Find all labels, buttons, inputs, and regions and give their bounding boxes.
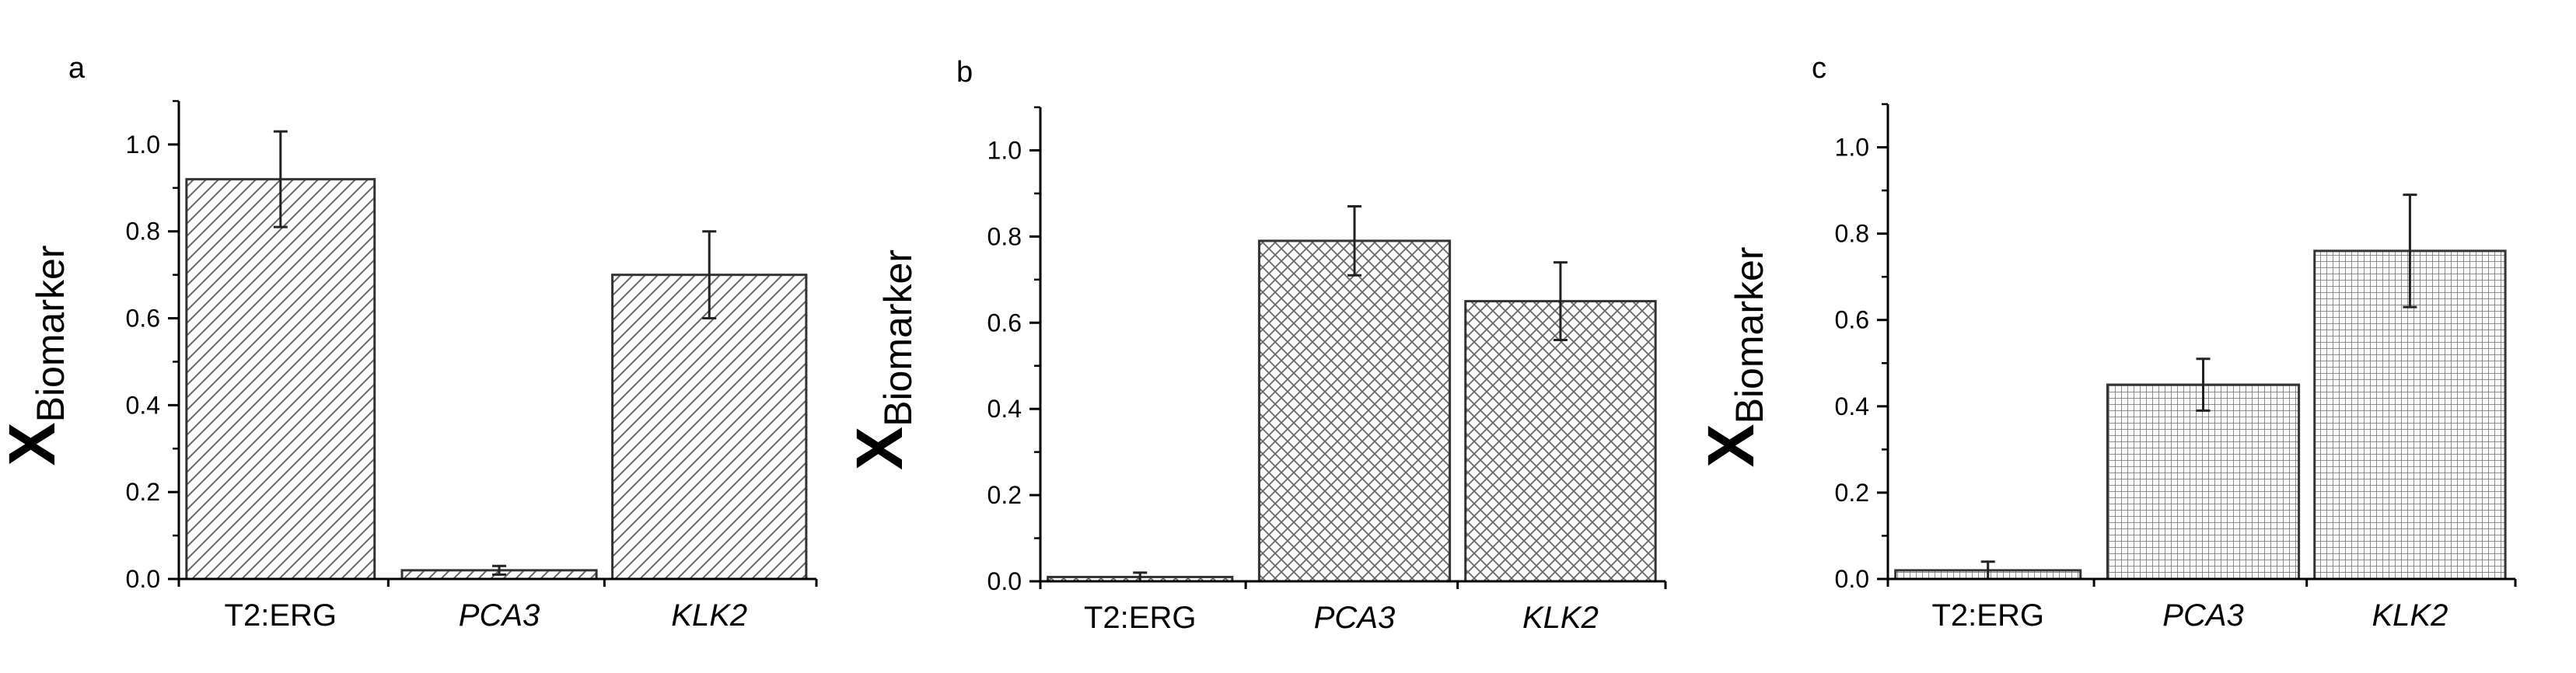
y-tick-label: 0.0 — [126, 565, 160, 593]
x-tick-label: KLK2 — [1522, 601, 1599, 635]
y-tick-label: 0.6 — [987, 309, 1022, 336]
y-tick-label: 0.4 — [126, 391, 160, 419]
bar-t2-erg — [185, 178, 376, 581]
panel-c: c T2:ERG PCA3 KLK2 0.0 0.2 0.4 0.6 0.8 1.0 XBiomar… — [1694, 52, 2517, 633]
y-tick-label: 0.2 — [987, 481, 1022, 509]
y-tick-label: 0.4 — [987, 395, 1022, 423]
bar-klk2 — [611, 274, 808, 581]
panel-letter: a — [68, 52, 86, 85]
y-tick-label: 0.0 — [1835, 565, 1869, 593]
bar-klk2 — [1464, 300, 1657, 583]
panel-letter: c — [1812, 52, 1826, 85]
panel-letter: b — [956, 56, 973, 89]
y-axis-label-main: X — [0, 422, 68, 466]
x-tick-label: T2:ERG — [1084, 601, 1196, 635]
y-tick-label: 0.8 — [987, 222, 1022, 250]
y-tick-label: 0.2 — [1835, 479, 1869, 507]
x-tick-label: T2:ERG — [1931, 598, 2043, 633]
bar-pca3 — [1257, 239, 1452, 583]
y-tick-label: 1.0 — [987, 136, 1022, 164]
y-tick-label: 0.6 — [1835, 306, 1869, 334]
panel-a: a T2:ERG PCA3 KLK2 0.0 0.2 0.4 0.6 0.8 1.0 XBiomar… — [0, 52, 818, 633]
x-tick-label: PCA3 — [2162, 598, 2244, 633]
y-tick-label: 0.8 — [126, 218, 160, 246]
x-tick-label: PCA3 — [459, 598, 540, 633]
y-tick-label: 0.0 — [987, 567, 1022, 595]
panel-b: b T2:ERG PCA3 KLK2 0.0 0.2 0.4 0.6 0.8 1.0 XBiomar… — [843, 56, 1667, 635]
y-axis-label: XBiomarker — [0, 246, 72, 466]
y-axis-label-main: X — [843, 427, 916, 470]
y-tick-label: 1.0 — [1835, 134, 1869, 162]
y-axis-label-subscript: Biomarker — [876, 249, 920, 427]
y-tick-label: 0.2 — [126, 478, 160, 506]
x-tick-label: T2:ERG — [225, 598, 337, 633]
y-axis-label-subscript: Biomarker — [29, 246, 72, 423]
y-tick-label: 1.0 — [126, 131, 160, 159]
y-axis-label-main: X — [1694, 424, 1767, 467]
y-tick-label: 0.8 — [1835, 220, 1869, 248]
y-axis-label-subscript: Biomarker — [1728, 247, 1771, 424]
x-tick-label: KLK2 — [671, 598, 747, 633]
y-axis-label: XBiomarker — [1694, 247, 1771, 468]
y-tick-label: 0.4 — [1835, 392, 1869, 420]
y-axis-label: XBiomarker — [843, 249, 920, 470]
y-tick-label: 0.6 — [126, 305, 160, 333]
x-tick-label: PCA3 — [1314, 601, 1396, 635]
x-tick-label: KLK2 — [2372, 598, 2448, 633]
bar-pca3 — [2106, 383, 2301, 581]
